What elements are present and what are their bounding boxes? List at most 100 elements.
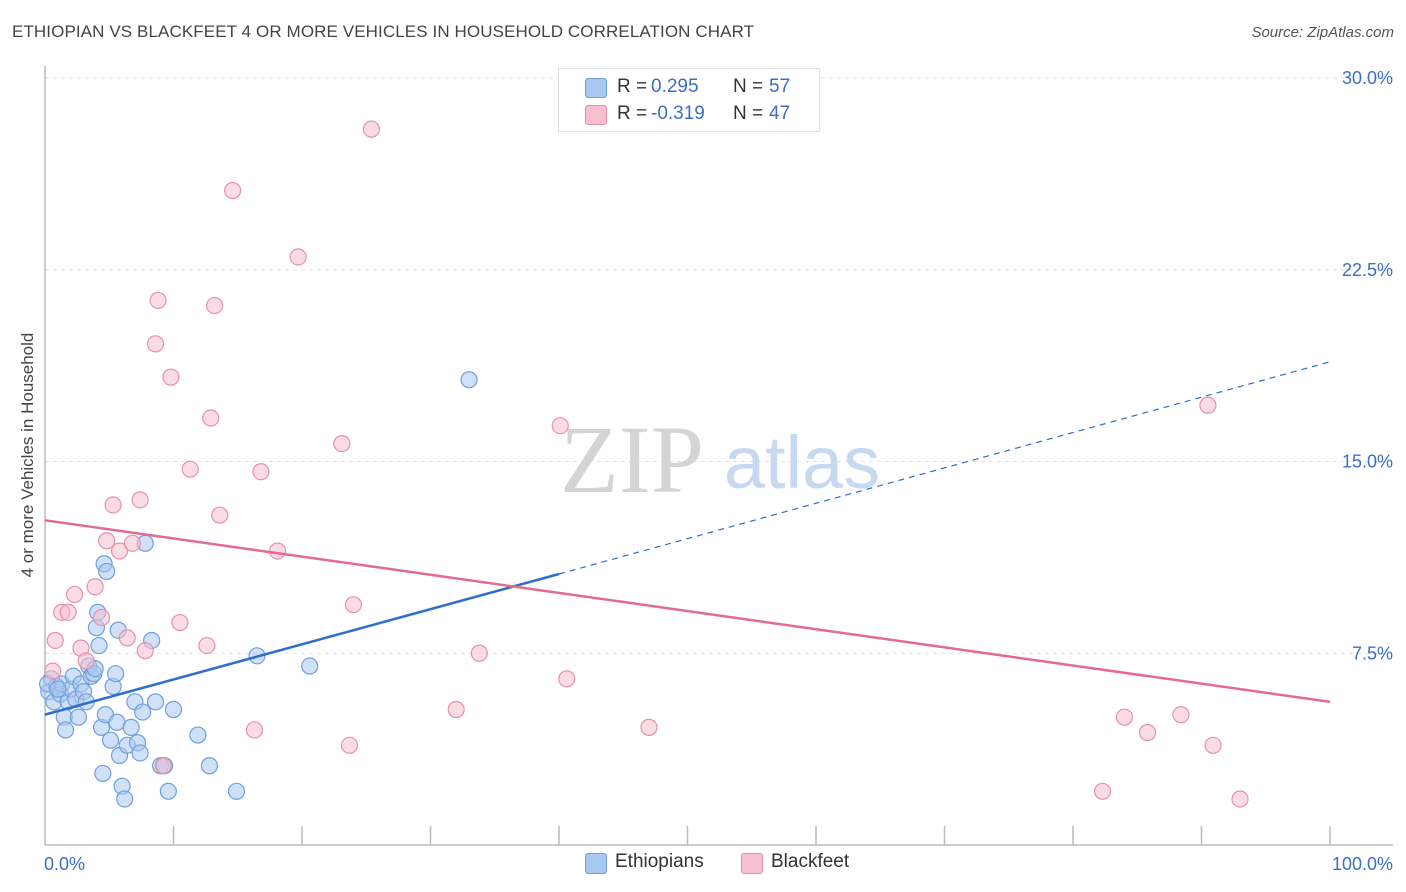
y-tick-label: 30.0% <box>1342 68 1393 88</box>
point-blackfeet <box>149 291 167 310</box>
n-value: 57 <box>769 76 791 97</box>
point-blackfeet <box>268 542 287 560</box>
point-blackfeet <box>92 608 111 627</box>
point-blackfeet <box>470 644 488 662</box>
point-blackfeet <box>558 670 576 688</box>
n-label: N = <box>733 103 764 124</box>
point-ethiopians <box>189 726 207 744</box>
point-blackfeet <box>551 417 569 435</box>
x-tick-label: 100.0% <box>1332 854 1393 874</box>
point-blackfeet <box>98 532 116 550</box>
point-ethiopians <box>164 700 183 719</box>
point-blackfeet <box>171 613 189 632</box>
point-blackfeet <box>1093 782 1112 800</box>
trend-line-extension-ethiopians <box>558 361 1331 575</box>
legend-label: Blackfeet <box>771 851 850 872</box>
watermark-zip: ZIP <box>560 406 704 513</box>
point-blackfeet <box>1199 396 1217 414</box>
stats-swatch-blackfeet <box>585 105 607 125</box>
point-ethiopians <box>301 657 319 675</box>
point-blackfeet <box>1172 706 1190 724</box>
point-ethiopians <box>101 731 120 749</box>
point-ethiopians <box>69 708 88 726</box>
chart-title: ETHIOPIAN VS BLACKFEET 4 OR MORE VEHICLE… <box>12 22 755 41</box>
trend-line-blackfeet <box>44 519 1331 704</box>
stats-box: R = 0.295 N = 57 R = -0.319 N = 47 <box>558 68 820 132</box>
point-blackfeet <box>198 636 216 655</box>
y-tick-label: 15.0% <box>1342 452 1393 472</box>
point-blackfeet <box>1231 790 1249 808</box>
point-blackfeet <box>224 181 242 200</box>
point-blackfeet <box>123 534 141 552</box>
point-ethiopians <box>200 757 219 775</box>
point-ethiopians <box>90 636 108 655</box>
trend-line-ethiopians <box>44 572 560 716</box>
point-blackfeet <box>447 700 465 719</box>
legend-swatch-blackfeet <box>741 853 763 874</box>
point-blackfeet <box>211 506 229 524</box>
r-label: R = <box>617 76 648 97</box>
point-blackfeet <box>202 409 220 427</box>
r-value: -0.319 <box>651 103 705 124</box>
point-blackfeet <box>65 585 84 604</box>
point-blackfeet <box>110 542 129 560</box>
point-ethiopians <box>107 665 125 683</box>
point-blackfeet <box>77 652 95 670</box>
point-ethiopians <box>134 703 152 721</box>
point-blackfeet <box>104 496 122 514</box>
point-blackfeet <box>118 629 136 647</box>
stats-row-ethiopians: R = 0.295 N = 57 <box>559 74 819 100</box>
point-ethiopians <box>460 371 478 389</box>
point-ethiopians <box>116 790 134 808</box>
axes <box>44 66 1393 846</box>
point-blackfeet <box>44 662 62 680</box>
point-blackfeet <box>86 578 104 596</box>
point-blackfeet <box>206 296 224 315</box>
point-blackfeet <box>46 631 64 650</box>
point-blackfeet <box>333 435 351 453</box>
point-blackfeet <box>344 596 362 614</box>
point-blackfeet <box>131 491 149 509</box>
n-label: N = <box>733 76 764 97</box>
point-blackfeet <box>162 368 180 386</box>
stats-swatch-ethiopians <box>585 78 607 98</box>
point-ethiopians <box>227 782 246 800</box>
point-ethiopians <box>98 562 116 581</box>
trend-lines <box>44 361 1331 716</box>
y-tick-label: 7.5% <box>1352 643 1393 663</box>
legend-label: Ethiopians <box>615 851 704 872</box>
point-blackfeet <box>1138 723 1157 742</box>
point-ethiopians <box>94 764 112 783</box>
point-blackfeet <box>181 460 199 478</box>
point-blackfeet <box>640 718 658 736</box>
point-ethiopians <box>56 721 75 739</box>
point-blackfeet <box>362 120 380 138</box>
source-label: Source: ZipAtlas.com <box>1251 24 1394 41</box>
point-blackfeet <box>59 603 77 621</box>
point-ethiopians <box>131 744 149 762</box>
point-blackfeet <box>289 248 307 266</box>
point-ethiopians <box>49 680 67 698</box>
point-ethiopians <box>159 782 177 800</box>
y-tick-label: 22.5% <box>1342 260 1393 280</box>
point-blackfeet <box>1204 736 1222 754</box>
point-blackfeet <box>340 736 359 754</box>
r-label: R = <box>617 103 648 124</box>
x-tick-label: 0.0% <box>44 854 85 874</box>
point-blackfeet <box>136 642 154 660</box>
n-value: 47 <box>769 103 791 124</box>
point-blackfeet <box>154 757 172 775</box>
point-blackfeet <box>252 463 270 481</box>
tick-labels: 7.5% 15.0% 22.5% 30.0% 0.0% 100.0% <box>44 68 1393 874</box>
legend-swatch-ethiopians <box>585 853 607 874</box>
r-value: 0.295 <box>651 76 699 97</box>
point-blackfeet <box>1115 708 1134 726</box>
point-blackfeet <box>245 721 264 739</box>
stats-row-blackfeet: R = -0.319 N = 47 <box>559 101 819 127</box>
watermark-atlas: atlas <box>724 421 880 504</box>
point-ethiopians <box>122 718 140 736</box>
point-ethiopians <box>146 693 165 711</box>
grid-lines <box>45 77 1393 654</box>
data-points <box>38 120 1249 808</box>
